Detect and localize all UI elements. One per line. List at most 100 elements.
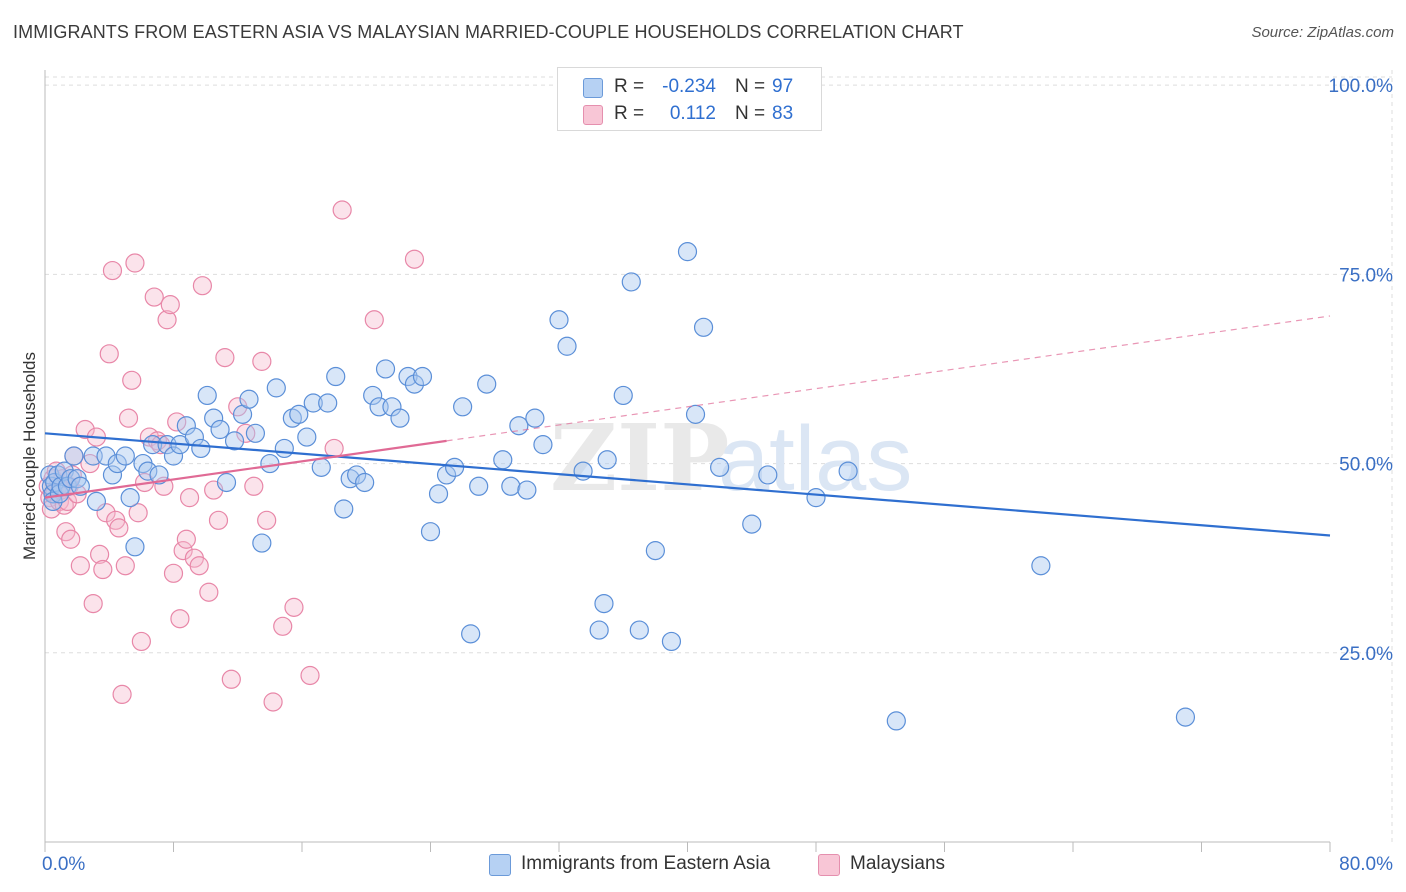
malaysians-point: [151, 435, 171, 455]
eastern-asia-point: [398, 366, 418, 387]
eastern-asia-point: [375, 359, 396, 379]
x-tick-label-min: 0.0%: [42, 854, 85, 875]
y-tick-label: 50.0%: [1339, 455, 1393, 476]
trend-line-malaysians: [44, 439, 447, 499]
eastern-asia-point: [120, 488, 140, 508]
eastern-asia-point: [102, 465, 123, 485]
eastern-asia-point: [138, 461, 158, 481]
malaysians-point: [99, 344, 119, 364]
grid-lines: [45, 70, 1393, 842]
eastern-asia-point: [645, 541, 665, 561]
swatch-blue-icon: [583, 78, 603, 98]
malaysians-point: [109, 518, 129, 538]
eastern-asia-point: [613, 385, 633, 406]
malaysians-point: [128, 503, 148, 523]
eastern-asia-point: [404, 374, 425, 394]
eastern-asia-point: [274, 438, 294, 459]
stats-row-eastern-asia: R = -0.234 N = 97: [558, 73, 821, 101]
eastern-asia-point: [549, 310, 569, 330]
malaysians-point: [102, 260, 123, 281]
chart-title: IMMIGRANTS FROM EASTERN ASIA VS MALAYSIA…: [13, 22, 964, 42]
eastern-asia-point: [252, 533, 272, 553]
malaysians-point: [300, 665, 320, 686]
eastern-asia-point: [477, 374, 497, 394]
malaysians-point: [236, 423, 256, 443]
source-label: Source: ZipAtlas.com: [1251, 24, 1394, 41]
eastern-asia-point: [61, 469, 81, 489]
malaysians-point: [157, 310, 177, 330]
eastern-asia-point: [266, 378, 286, 398]
eastern-asia-point: [125, 537, 145, 557]
eastern-asia-point: [710, 457, 730, 477]
eastern-asia-point: [363, 385, 383, 406]
malaysians-point: [263, 692, 283, 712]
eastern-asia-point: [96, 446, 116, 466]
n-value: 97: [772, 76, 794, 97]
malaysians-point: [173, 541, 193, 561]
eastern-asia-point: [685, 404, 706, 424]
eastern-asia-point: [493, 450, 513, 470]
malaysians-point: [189, 556, 209, 576]
r-label: R =: [614, 103, 645, 124]
malaysians-point: [192, 276, 213, 296]
r-label: R =: [614, 76, 645, 97]
eastern-asia-point: [677, 242, 698, 262]
trend-lines: [44, 315, 1331, 537]
malaysians-point: [199, 582, 219, 602]
malaysians-point: [252, 351, 272, 371]
stats-legend: R = -0.234 N = 97 R = 0.112 N = 83: [557, 67, 822, 131]
eastern-asia-point: [594, 593, 614, 614]
eastern-asia-point: [557, 336, 577, 356]
watermark: ZIP atlas: [550, 404, 912, 512]
eastern-asia-point: [461, 624, 481, 644]
malaysians-point: [170, 609, 190, 629]
eastern-asia-point: [382, 397, 402, 417]
malaysians-point: [125, 253, 145, 273]
eastern-asia-point: [260, 453, 280, 474]
axis-labels: 25.0% 50.0% 75.0% 100.0% 0.0% 80.0% Married-co…: [20, 76, 1393, 875]
eastern-asia-point: [589, 620, 609, 640]
eastern-asia-point: [245, 423, 266, 443]
trend-line-malaysians-extension: [446, 315, 1331, 442]
eastern-asia-point: [176, 416, 196, 436]
eastern-asia-point: [149, 465, 169, 485]
malaysians-point: [364, 310, 384, 330]
legend-label: Malaysians: [850, 853, 946, 874]
n-label: N =: [735, 103, 766, 124]
eastern-asia-point: [191, 438, 211, 459]
eastern-asia-point: [390, 408, 410, 428]
eastern-asia-point: [297, 427, 317, 447]
eastern-asia-point: [86, 491, 107, 512]
series-legend: Immigrants from Eastern Asia Malaysians: [0, 852, 1406, 878]
eastern-asia-point: [197, 385, 217, 406]
eastern-asia-point: [163, 446, 184, 466]
eastern-asia-point: [224, 431, 245, 451]
eastern-asia-point: [318, 393, 338, 413]
malaysians-point: [118, 408, 139, 428]
eastern-asia-point: [326, 366, 346, 387]
malaysians-point: [404, 249, 425, 269]
eastern-asia-point: [453, 397, 473, 417]
eastern-asia-point: [1175, 707, 1196, 727]
eastern-asia-point: [347, 465, 367, 485]
malaysians-point: [257, 510, 277, 530]
eastern-asia-point: [355, 472, 375, 493]
malaysians-point: [61, 529, 81, 549]
r-value: 0.112: [669, 103, 716, 124]
malaysians-point: [163, 563, 184, 583]
x-tick-label-max: 80.0%: [1339, 854, 1393, 875]
eastern-asia-point: [303, 393, 323, 413]
y-tick-label: 100.0%: [1329, 76, 1394, 97]
malaysians-point: [167, 412, 187, 432]
malaysians-point: [70, 556, 90, 576]
eastern-asia-point: [533, 435, 553, 455]
eastern-asia-point: [64, 446, 84, 466]
eastern-asia-point: [661, 631, 682, 652]
malaysians-point: [112, 684, 132, 705]
eastern-asia-point: [742, 514, 762, 534]
eastern-asia-point: [115, 446, 135, 466]
malaysians-point: [208, 510, 229, 530]
eastern-asia-point: [204, 408, 224, 428]
eastern-asia-point: [420, 522, 441, 542]
malaysians-point: [131, 631, 151, 652]
